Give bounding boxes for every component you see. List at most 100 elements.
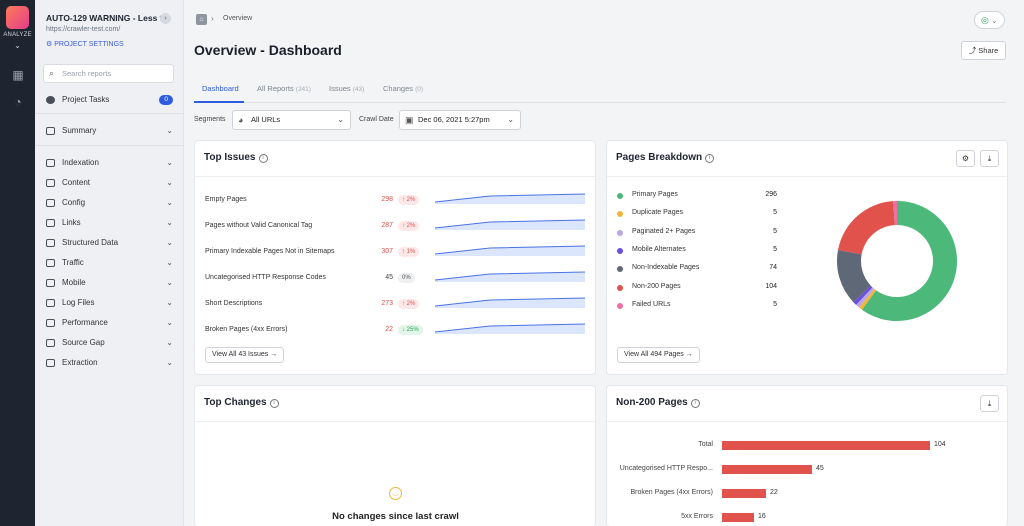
app-rail: ANALYZE ⌄ ▦ ◔ bbox=[0, 0, 35, 526]
info-icon[interactable]: i bbox=[258, 154, 268, 163]
issue-row[interactable]: Primary Indexable Pages Not in Sitemaps 3… bbox=[205, 245, 585, 260]
issue-row[interactable]: Broken Pages (4xx Errors) 22 ↓ 25% bbox=[205, 323, 585, 338]
donut-slice[interactable] bbox=[858, 288, 876, 310]
bar bbox=[722, 465, 812, 474]
bar-label: 5xx Errors bbox=[681, 513, 713, 520]
project-settings-link[interactable]: ⚙ PROJECT SETTINGS bbox=[46, 41, 124, 48]
issue-row[interactable]: Pages without Valid Canonical Tag 287 ↑ 2% bbox=[205, 219, 585, 234]
sidebar-item-indexation[interactable]: Indexation ⌄ bbox=[46, 156, 173, 170]
issue-name: Short Descriptions bbox=[205, 300, 263, 307]
sidebar-item-performance[interactable]: Performance ⌄ bbox=[46, 316, 173, 330]
share-button[interactable]: ⤴ Share bbox=[961, 41, 1006, 60]
sidebar-item-traffic[interactable]: Traffic ⌄ bbox=[46, 256, 173, 270]
sidebar-item-log-files[interactable]: Log Files ⌄ bbox=[46, 296, 173, 310]
donut-slice[interactable] bbox=[893, 201, 897, 226]
sidebar-item-source-gap[interactable]: Source Gap ⌄ bbox=[46, 336, 173, 350]
legend-dot bbox=[617, 193, 623, 199]
donut-slice[interactable] bbox=[853, 285, 873, 305]
legend-value: 104 bbox=[765, 282, 777, 290]
donut-slice[interactable] bbox=[861, 201, 957, 321]
info-icon[interactable]: i bbox=[269, 399, 279, 408]
info-icon[interactable]: i bbox=[690, 399, 700, 408]
legend-name: Mobile Alternates bbox=[632, 245, 686, 253]
change-badge: ↑ 1% bbox=[398, 247, 420, 257]
donut-slice[interactable] bbox=[837, 249, 871, 303]
tab-dashboard[interactable]: Dashboard bbox=[202, 84, 239, 93]
grid-icon[interactable]: ▦ bbox=[12, 68, 24, 82]
issue-name: Pages without Valid Canonical Tag bbox=[205, 222, 313, 229]
divider bbox=[607, 176, 1007, 177]
bar-row[interactable]: Uncategorised HTTP Respo... 45 bbox=[607, 464, 1001, 476]
home-icon[interactable]: ⌂ bbox=[196, 14, 207, 25]
trend-sparkline bbox=[435, 323, 585, 334]
download-button[interactable]: ⤓ bbox=[980, 150, 999, 167]
sparkline-line bbox=[435, 297, 585, 307]
app-logo[interactable] bbox=[6, 6, 29, 29]
donut-slice[interactable] bbox=[856, 287, 875, 308]
book-icon bbox=[46, 159, 55, 167]
pages-breakdown-card: Pages Breakdown i ⚙ ⤓ Primary Pages 296 Dup… bbox=[606, 140, 1008, 375]
trend-sparkline bbox=[435, 193, 585, 204]
language-selector[interactable]: ◎ ⌄ bbox=[974, 11, 1005, 29]
sidebar-item-project-tasks[interactable]: Project Tasks 0 bbox=[46, 93, 173, 107]
tab-issues[interactable]: Issues (43) bbox=[329, 84, 364, 93]
sparkline-line bbox=[435, 323, 585, 333]
legend-dot bbox=[617, 302, 623, 309]
monitor-icon[interactable]: ◔ bbox=[14, 95, 22, 109]
issue-count: 287 bbox=[381, 222, 393, 229]
info-icon[interactable]: i bbox=[705, 154, 715, 163]
tab-all-reports[interactable]: All Reports (241) bbox=[257, 84, 311, 93]
sidebar-item-links[interactable]: Links ⌄ bbox=[46, 216, 173, 230]
view-all-pages-button[interactable]: View All 494 Pages → bbox=[617, 347, 700, 363]
legend-item[interactable]: Non-200 Pages 104 bbox=[617, 282, 777, 294]
tab-label: Issues bbox=[329, 84, 351, 93]
segments-select[interactable]: ◕ All URLs ⌄ bbox=[232, 110, 351, 130]
segments-label: Segments bbox=[194, 116, 226, 123]
divider bbox=[607, 421, 1007, 422]
chevron-down-icon: ⌄ bbox=[991, 18, 998, 25]
legend-item[interactable]: Failed URLs 5 bbox=[617, 300, 777, 312]
links-icon bbox=[46, 219, 55, 227]
view-all-issues-button[interactable]: View All 43 Issues → bbox=[205, 347, 285, 363]
bar-row[interactable]: 5xx Errors 16 bbox=[607, 512, 1001, 524]
search-input[interactable]: ⌕ Search reports bbox=[43, 64, 174, 83]
issue-row[interactable]: Uncategorised HTTP Response Codes 45 0% bbox=[205, 271, 585, 286]
tab-label: Dashboard bbox=[202, 84, 239, 93]
sidebar-item-label: Log Files bbox=[62, 298, 95, 307]
legend-item[interactable]: Paginated 2+ Pages 5 bbox=[617, 227, 777, 239]
chevron-down-icon: ⌄ bbox=[166, 126, 173, 135]
card-title: Top Issues i bbox=[204, 152, 268, 163]
settings-button[interactable]: ⚙ bbox=[956, 150, 975, 167]
chevron-down-icon: ⌄ bbox=[166, 158, 173, 167]
chevron-down-icon: ⌄ bbox=[166, 178, 173, 187]
issue-name: Empty Pages bbox=[205, 196, 247, 203]
bar-row[interactable]: Total 104 bbox=[607, 440, 1001, 452]
sidebar-item-extraction[interactable]: Extraction ⌄ bbox=[46, 356, 173, 370]
sidebar-item-config[interactable]: Config ⌄ bbox=[46, 196, 173, 210]
legend-item[interactable]: Non-Indexable Pages 74 bbox=[617, 263, 777, 275]
project-url: https://crawler-test.com/ bbox=[46, 26, 121, 33]
chevron-down-icon: ⌄ bbox=[166, 298, 173, 307]
download-button[interactable]: ⤓ bbox=[980, 395, 999, 412]
check-circle-icon bbox=[46, 96, 55, 104]
mobile-icon bbox=[46, 279, 55, 287]
issue-row[interactable]: Short Descriptions 273 ↑ 2% bbox=[205, 297, 585, 312]
bar-row[interactable]: Broken Pages (4xx Errors) 22 bbox=[607, 488, 1001, 500]
sidebar-item-structured-data[interactable]: Structured Data ⌄ bbox=[46, 236, 173, 250]
sidebar-item-label: Links bbox=[62, 218, 81, 227]
sidebar-item-mobile[interactable]: Mobile ⌄ bbox=[46, 276, 173, 290]
project-switch-button[interactable]: › bbox=[160, 13, 171, 24]
crawl-date-select[interactable]: ▣ Dec 06, 2021 5:27pm ⌄ bbox=[399, 110, 521, 130]
chevron-down-icon[interactable]: ⌄ bbox=[14, 41, 21, 50]
legend-item[interactable]: Mobile Alternates 5 bbox=[617, 245, 777, 257]
sidebar-item-content[interactable]: Content ⌄ bbox=[46, 176, 173, 190]
tab-changes[interactable]: Changes (0) bbox=[383, 84, 423, 93]
search-icon: ⌕ bbox=[49, 68, 55, 78]
legend-item[interactable]: Duplicate Pages 5 bbox=[617, 208, 777, 220]
change-value: 1% bbox=[406, 249, 416, 255]
donut-slice[interactable] bbox=[838, 201, 895, 255]
download-icon: ⤓ bbox=[987, 154, 992, 163]
sidebar-item-summary[interactable]: Summary ⌄ bbox=[46, 124, 173, 138]
legend-item[interactable]: Primary Pages 296 bbox=[617, 190, 777, 202]
issue-row[interactable]: Empty Pages 298 ↑ 2% bbox=[205, 193, 585, 208]
